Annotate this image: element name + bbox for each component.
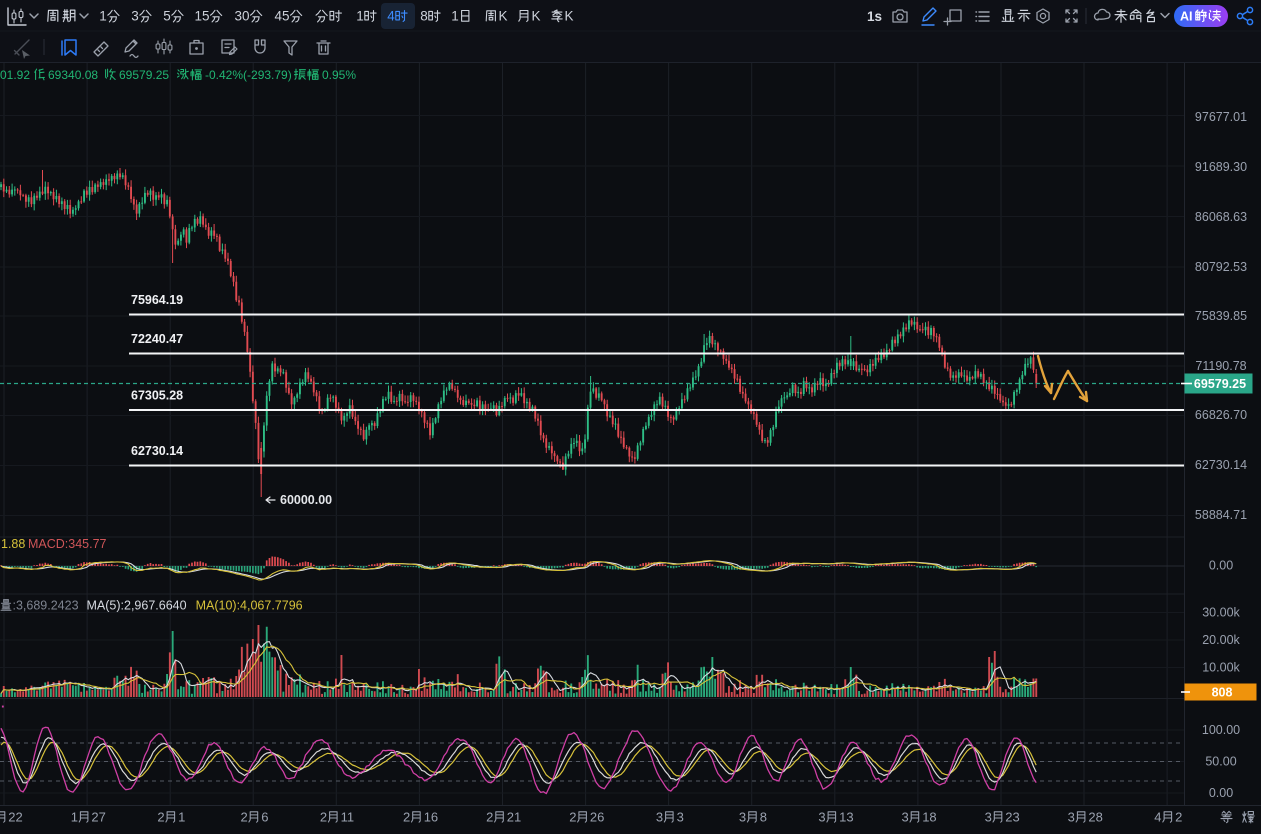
svg-text:67305.28: 67305.28: [131, 389, 183, 403]
svg-text:1: 1: [99, 9, 107, 24]
svg-text:1: 1: [71, 810, 78, 825]
svg-text:1: 1: [356, 9, 364, 24]
svg-text:2: 2: [157, 810, 164, 825]
svg-text:6: 6: [261, 810, 268, 825]
svg-text:28: 28: [1088, 810, 1102, 825]
svg-text:69340.08: 69340.08: [48, 68, 98, 82]
svg-text:11: 11: [341, 810, 355, 825]
svg-text:-0.42%(-293.79): -0.42%(-293.79): [205, 68, 292, 82]
svg-text:01.92: 01.92: [0, 68, 30, 82]
svg-text:0.00: 0.00: [1209, 559, 1233, 573]
svg-text:69579.25: 69579.25: [119, 68, 169, 82]
svg-text:3: 3: [677, 810, 684, 825]
svg-text:·: ·: [1, 699, 5, 714]
svg-text:2: 2: [320, 810, 327, 825]
svg-text:69579.25: 69579.25: [1194, 377, 1246, 391]
svg-text:1s: 1s: [867, 9, 882, 24]
svg-text:45: 45: [275, 9, 290, 24]
svg-text:8: 8: [420, 9, 428, 24]
svg-text:3: 3: [131, 9, 139, 24]
svg-text:1.88: 1.88: [1, 537, 25, 551]
svg-text:58884.71: 58884.71: [1195, 508, 1247, 522]
svg-text:10.00k: 10.00k: [1202, 661, 1240, 675]
svg-text:66826.70: 66826.70: [1195, 408, 1247, 422]
svg-text:2: 2: [1175, 810, 1182, 825]
svg-text:16: 16: [424, 810, 438, 825]
svg-text:50.00: 50.00: [1205, 755, 1236, 769]
svg-text:2: 2: [403, 810, 410, 825]
svg-text:30.00k: 30.00k: [1202, 606, 1240, 620]
svg-text:80792.53: 80792.53: [1195, 260, 1247, 274]
svg-text:3: 3: [656, 810, 663, 825]
svg-text:MA(10):4,067.7796: MA(10):4,067.7796: [196, 598, 303, 612]
svg-text:2: 2: [241, 810, 248, 825]
svg-text:26: 26: [590, 810, 604, 825]
svg-text:3: 3: [818, 810, 825, 825]
svg-text:K: K: [565, 9, 574, 24]
svg-text:1: 1: [451, 9, 459, 24]
svg-text:75839.85: 75839.85: [1195, 309, 1247, 323]
svg-text:808: 808: [1212, 685, 1233, 699]
svg-text:20.00k: 20.00k: [1202, 633, 1240, 647]
svg-text:4: 4: [387, 9, 395, 24]
svg-text:1: 1: [178, 810, 185, 825]
svg-text:18: 18: [922, 810, 936, 825]
svg-text:3: 3: [902, 810, 909, 825]
svg-text:21: 21: [507, 810, 521, 825]
svg-text:3: 3: [739, 810, 746, 825]
svg-text:MACD:345.77: MACD:345.77: [28, 537, 107, 551]
svg-text:2: 2: [569, 810, 576, 825]
svg-text:AI: AI: [1180, 10, 1193, 24]
svg-text:13: 13: [839, 810, 853, 825]
svg-text:15: 15: [195, 9, 210, 24]
svg-text:30: 30: [235, 9, 250, 24]
svg-text:86068.63: 86068.63: [1195, 210, 1247, 224]
svg-text:3: 3: [985, 810, 992, 825]
svg-text:5: 5: [163, 9, 171, 24]
svg-text:K: K: [532, 9, 541, 24]
svg-text:91689.30: 91689.30: [1195, 160, 1247, 174]
svg-text:0.95%: 0.95%: [322, 68, 356, 82]
svg-text:2: 2: [486, 810, 493, 825]
svg-text:MA(5):2,967.6640: MA(5):2,967.6640: [87, 598, 187, 612]
svg-text:75964.19: 75964.19: [131, 293, 183, 307]
svg-text:0.00: 0.00: [1209, 786, 1233, 800]
svg-text:K: K: [499, 9, 508, 24]
svg-text::3,689.2423: :3,689.2423: [13, 598, 79, 612]
svg-text:100.00: 100.00: [1202, 723, 1240, 737]
svg-text:8: 8: [760, 810, 767, 825]
svg-text:97677.01: 97677.01: [1195, 110, 1247, 124]
svg-text:62730.14: 62730.14: [131, 444, 183, 458]
svg-text:23: 23: [1005, 810, 1019, 825]
svg-text:27: 27: [91, 810, 105, 825]
svg-text:3: 3: [1068, 810, 1075, 825]
svg-text:60000.00: 60000.00: [280, 493, 332, 507]
svg-text:72240.47: 72240.47: [131, 332, 183, 346]
svg-text:62730.14: 62730.14: [1195, 458, 1247, 472]
svg-text:71190.78: 71190.78: [1195, 359, 1246, 373]
svg-text:4: 4: [1154, 810, 1161, 825]
svg-text:22: 22: [8, 810, 22, 825]
